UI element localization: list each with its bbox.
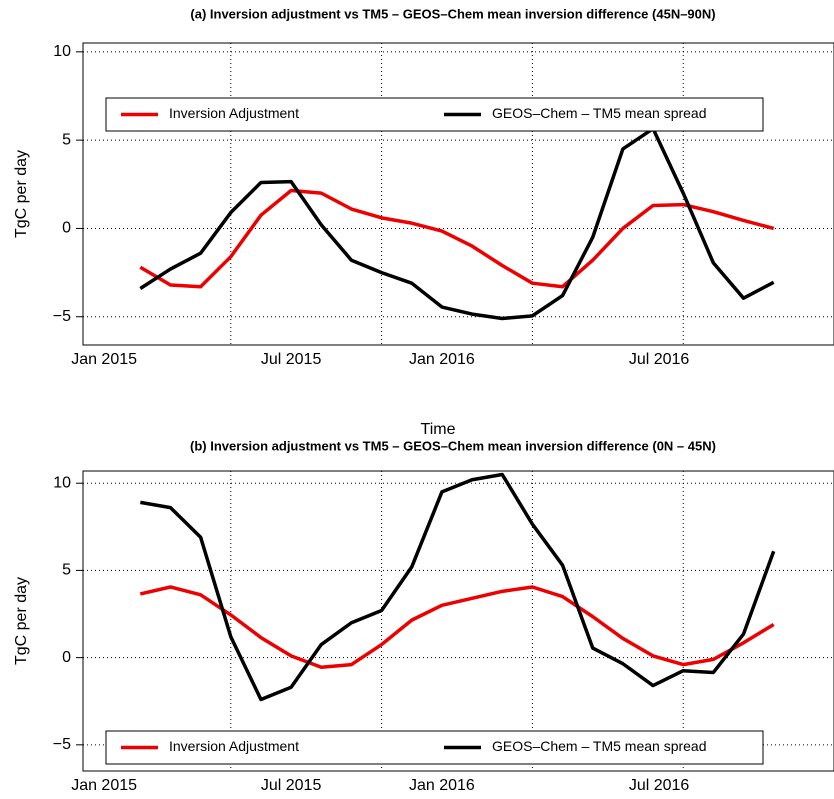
x-tick-label: Jul 2015: [261, 351, 322, 368]
legend-label: GEOS–Chem – TM5 mean spread: [492, 105, 707, 121]
y-tick-label: 5: [62, 131, 71, 148]
y-tick-label: 10: [53, 43, 71, 60]
series-line: [139, 585, 775, 669]
chart-title: (a) Inversion adjustment vs TM5 – GEOS–C…: [190, 6, 715, 21]
y-tick-label: −5: [53, 736, 71, 753]
y-axis-label: TgC per day: [13, 150, 30, 238]
x-tick-label: Jan 2015: [71, 777, 137, 794]
legend-label: GEOS–Chem – TM5 mean spread: [492, 738, 707, 754]
legend-box: [105, 97, 764, 132]
y-tick-label: 10: [53, 474, 71, 491]
series-line: [139, 126, 775, 321]
legend-box: [105, 730, 764, 765]
x-tick-label: Jul 2016: [629, 777, 690, 794]
y-tick-label: 5: [62, 562, 71, 579]
y-axis-label: TgC per day: [13, 577, 30, 665]
y-tick-label: 0: [62, 649, 71, 666]
legend-label: Inversion Adjustment: [169, 105, 299, 121]
x-tick-label: Jul 2015: [261, 777, 322, 794]
plot-frame: [82, 470, 834, 772]
series-line: [139, 188, 775, 289]
y-tick-label: 0: [62, 220, 71, 237]
series-line: [140, 472, 776, 702]
x-axis-label: Time: [421, 421, 456, 438]
x-tick-label: Jul 2016: [629, 351, 690, 368]
chart-title: (b) Inversion adjustment vs TM5 – GEOS–C…: [190, 438, 716, 453]
y-tick-label: −5: [53, 308, 71, 325]
legend-label: Inversion Adjustment: [169, 738, 299, 754]
x-tick-label: Jan 2016: [409, 351, 475, 368]
x-tick-label: Jan 2015: [71, 351, 137, 368]
x-tick-label: Jan 2016: [409, 777, 475, 794]
plot-frame: [82, 42, 834, 346]
